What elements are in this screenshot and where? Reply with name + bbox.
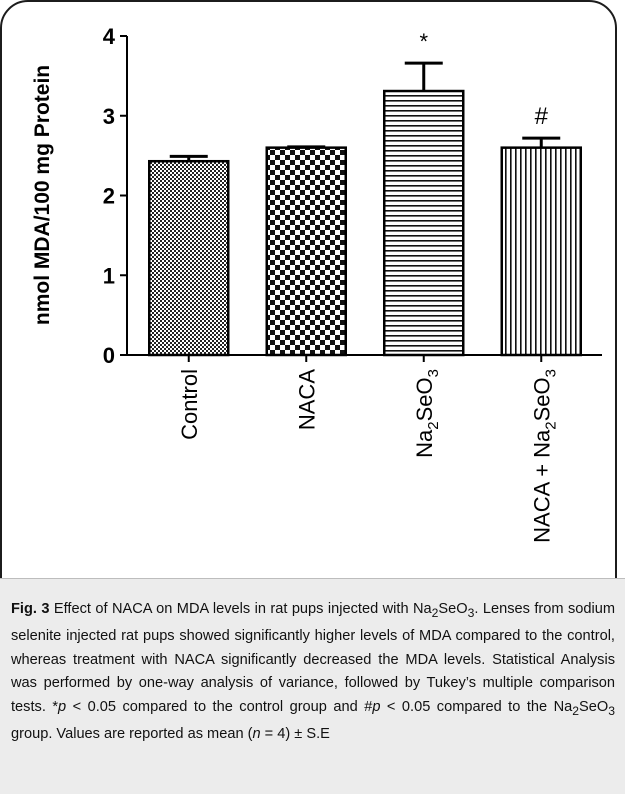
bars: *# [148,29,582,357]
x-tick-label: Control [177,369,202,440]
x-tick-label: Na2SeO3 [412,369,442,458]
significance-marker: # [535,103,549,130]
y-tick-label: 1 [103,263,115,288]
figure-caption: Fig. 3 Effect of NACA on MDA levels in r… [11,601,615,742]
y-axis-title: nmol MDA/100 mg Protein [31,65,54,325]
significance-marker: * [419,29,428,54]
bar [500,146,582,357]
x-tick-labels: Control NACA Na2SeO3 NACA + Na2SeO3 [177,369,560,543]
axes: 0 1 2 3 4 nmol MDA/100 mg Protein [31,24,602,368]
bar [148,159,230,357]
x-tick-label: NACA [294,369,319,430]
y-tick-label: 0 [103,343,115,368]
y-tick-label: 2 [103,184,115,209]
y-tick-label: 3 [103,104,115,129]
bar [265,146,347,357]
caption-background [0,578,625,794]
y-tick-label: 4 [103,24,116,49]
bar [383,89,465,357]
caption-label: Fig. 3 [11,601,50,617]
x-tick-label: NACA + Na2SeO3 [529,369,559,543]
